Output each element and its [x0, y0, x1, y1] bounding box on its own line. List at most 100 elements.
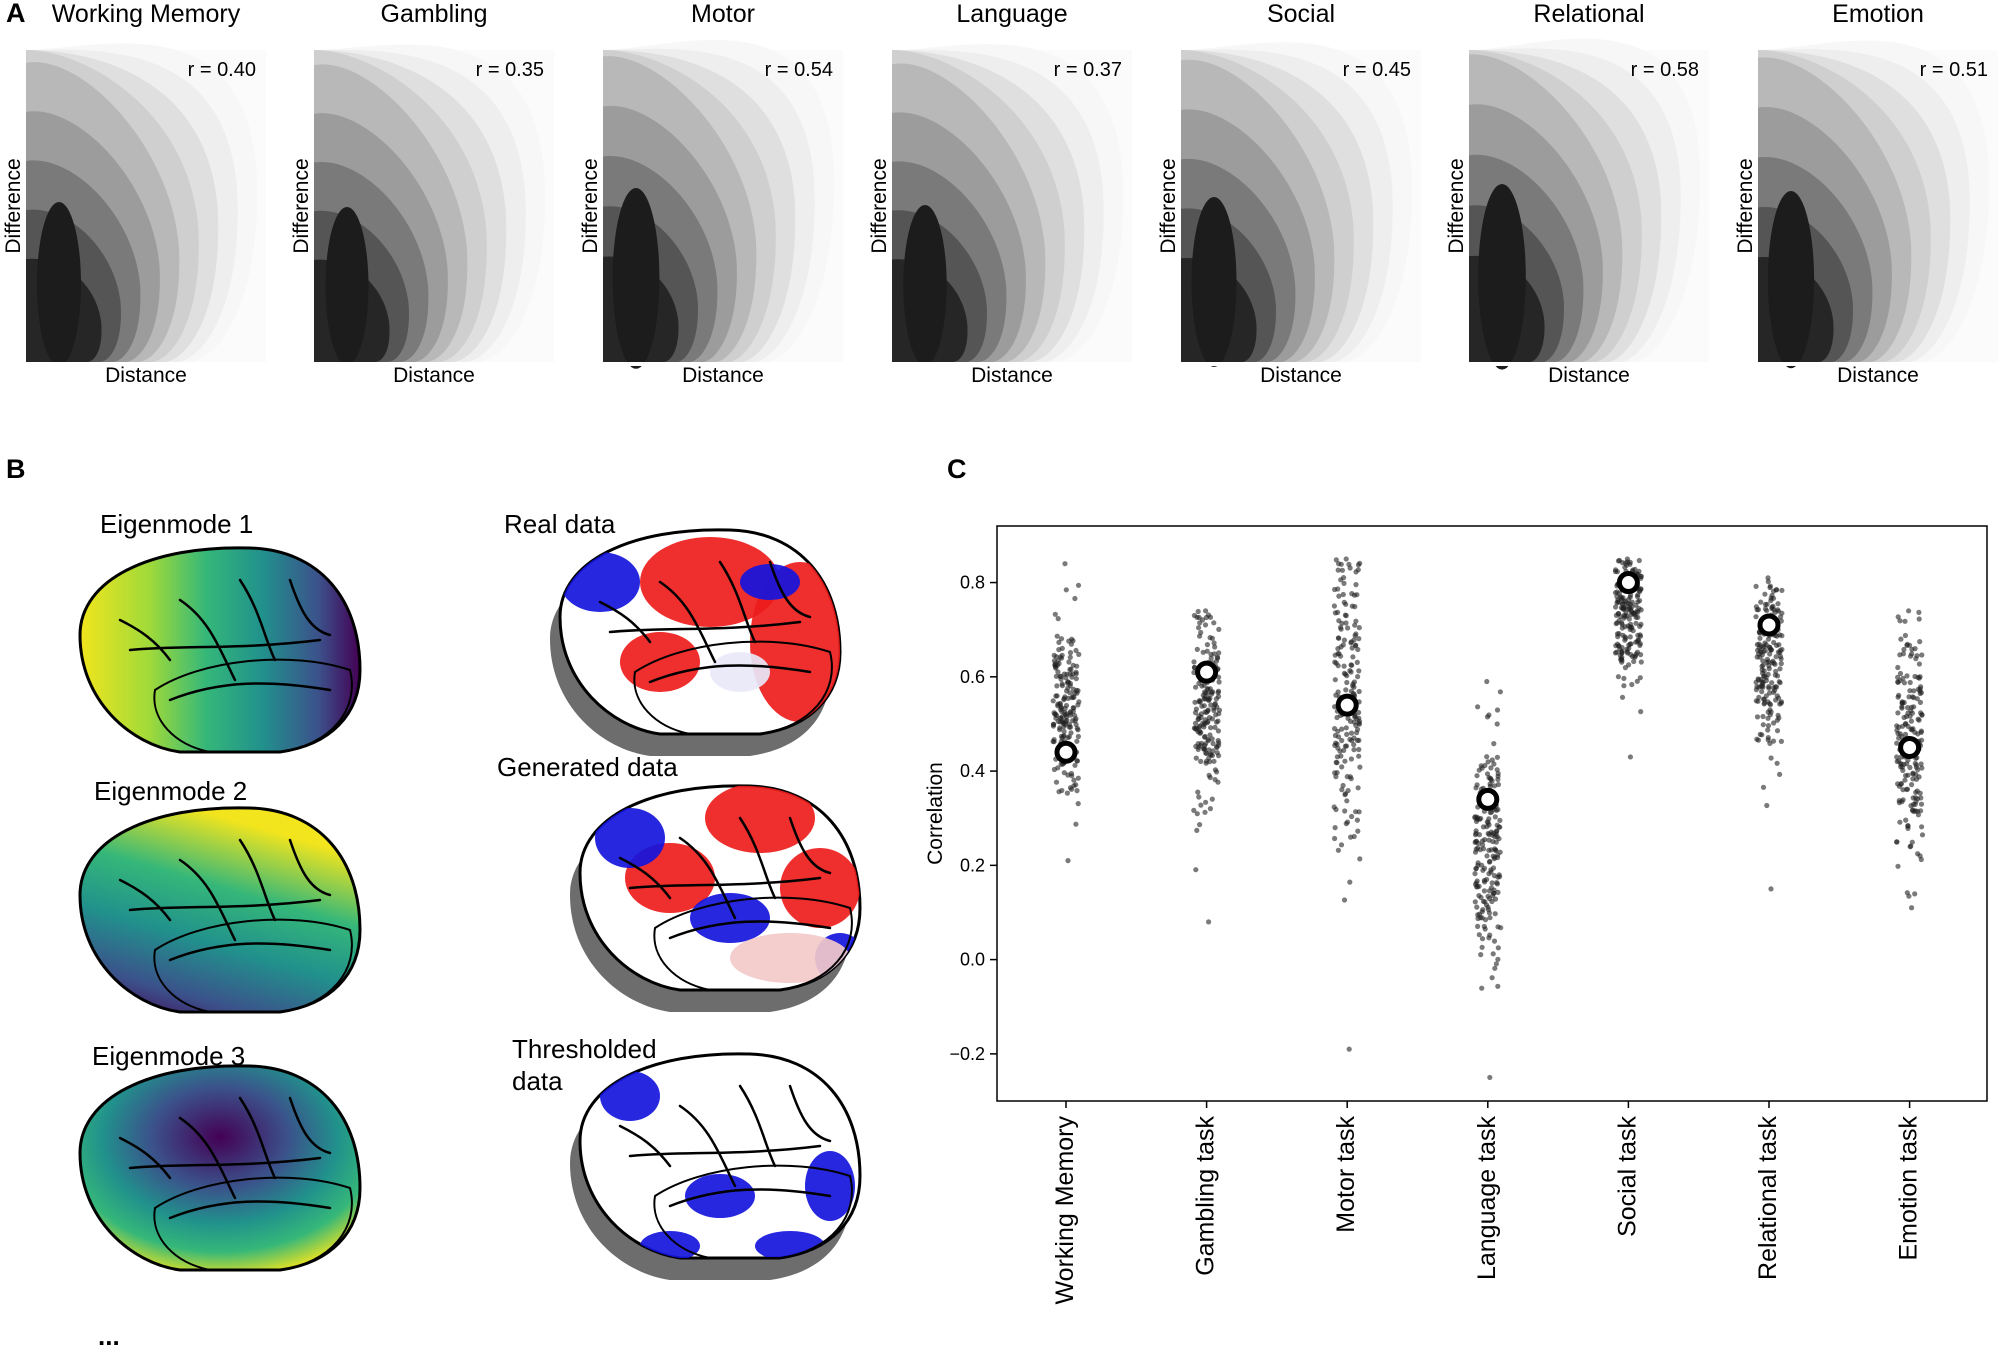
data-point	[1074, 758, 1080, 764]
data-point	[1624, 613, 1630, 619]
data-point	[1493, 961, 1499, 967]
data-point	[1344, 731, 1350, 738]
data-point	[1202, 733, 1208, 740]
sulcus-line	[628, 876, 822, 890]
y-tick-label: 0.0	[960, 950, 985, 970]
data-point	[1198, 802, 1204, 808]
data-point	[1212, 724, 1218, 731]
data-point	[1339, 737, 1345, 744]
data-point	[1479, 985, 1485, 991]
data-point	[1495, 983, 1501, 989]
data-point	[1357, 560, 1363, 566]
data-point	[1336, 561, 1342, 567]
data-point	[1355, 828, 1361, 834]
data-point	[1895, 679, 1901, 685]
data-point	[1762, 606, 1769, 612]
data-point	[1198, 740, 1205, 746]
data-point	[1898, 636, 1904, 642]
data-point	[1754, 654, 1760, 660]
data-point	[1476, 932, 1482, 938]
activation-blob	[805, 1151, 855, 1221]
data-point	[1773, 697, 1779, 703]
data-point	[1775, 601, 1781, 607]
data-point	[1759, 689, 1765, 695]
y-tick-label: 0.4	[960, 761, 985, 781]
data-point	[1339, 764, 1345, 770]
real-data-label: Real data	[504, 509, 616, 539]
data-point	[1357, 856, 1363, 862]
sulcus-line	[238, 838, 277, 922]
data-point	[1760, 662, 1766, 668]
data-point	[1484, 853, 1490, 859]
data-point	[1492, 896, 1499, 902]
data-point	[1335, 586, 1341, 592]
data-point-max	[1624, 556, 1630, 562]
data-point	[1216, 711, 1222, 717]
data-point	[1771, 660, 1777, 666]
data-point	[1059, 683, 1065, 689]
x-tick-label: Gambling task	[1192, 1116, 1220, 1276]
data-point	[1897, 618, 1903, 624]
data-point	[1075, 733, 1081, 740]
data-point	[1894, 740, 1900, 746]
data-point	[1335, 745, 1341, 751]
x-tick-label: Relational task	[1754, 1116, 1782, 1280]
more-eigenmodes-ellipsis: ...	[98, 1321, 120, 1350]
data-point	[1356, 688, 1362, 695]
activation-blob	[600, 1071, 660, 1121]
data-point	[1895, 710, 1901, 716]
data-point	[1067, 654, 1073, 660]
data-point	[1066, 724, 1072, 730]
data-point	[1058, 707, 1064, 713]
data-point	[1348, 669, 1354, 675]
data-point	[1758, 599, 1764, 605]
data-point	[1348, 730, 1355, 736]
data-point	[1918, 690, 1924, 696]
density-plot-title: Working Memory	[52, 0, 241, 28]
data-point	[1340, 782, 1346, 789]
data-point	[1351, 742, 1357, 748]
eigenmode-2-brain	[78, 806, 362, 1014]
data-point	[1339, 567, 1345, 573]
data-point	[1620, 601, 1626, 607]
data-point	[1053, 779, 1060, 785]
data-point	[1192, 720, 1199, 726]
data-point	[1473, 838, 1480, 844]
data-point	[1075, 727, 1081, 733]
data-point	[1492, 911, 1498, 917]
data-point	[1496, 824, 1502, 830]
data-point	[1495, 956, 1501, 962]
data-point	[1905, 825, 1911, 832]
data-point	[1333, 557, 1339, 563]
data-point	[1058, 733, 1065, 739]
data-point	[1352, 622, 1358, 628]
data-point	[1772, 687, 1778, 693]
data-point	[1491, 938, 1498, 944]
data-point	[1058, 636, 1065, 642]
data-point	[1899, 764, 1905, 770]
data-point	[1918, 808, 1924, 814]
data-point	[1193, 755, 1199, 761]
data-point	[1487, 915, 1493, 921]
strip-3	[1331, 556, 1363, 1052]
sulcus-line	[678, 836, 737, 920]
data-point	[1494, 707, 1501, 713]
data-point	[1351, 679, 1357, 685]
data-point	[1353, 569, 1359, 575]
data-point	[1341, 663, 1347, 669]
data-point	[1494, 880, 1500, 886]
data-point	[1352, 604, 1358, 610]
data-point	[1203, 799, 1209, 805]
y-axis-label: Difference	[868, 158, 891, 253]
density-plot-7: Emotion r = 0.51 Distance Difference	[1734, 0, 2000, 387]
density-plot-6: Relational r = 0.58 Distance Difference	[1445, 0, 1711, 387]
data-point	[1210, 740, 1216, 747]
data-point	[1354, 737, 1360, 744]
data-point	[1899, 723, 1906, 729]
data-point	[1191, 612, 1197, 619]
data-point	[1055, 616, 1061, 622]
data-point	[1060, 720, 1066, 726]
data-point	[1478, 952, 1484, 958]
strip-5	[1612, 556, 1644, 760]
strip-7	[1894, 608, 1926, 911]
